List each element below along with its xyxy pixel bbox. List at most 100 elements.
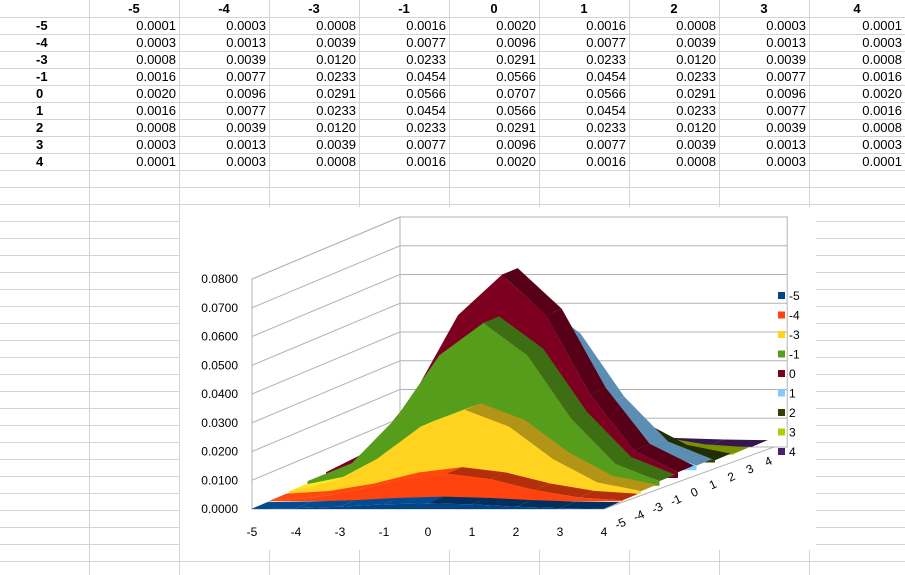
data-cell[interactable]: 0.0016: [862, 69, 902, 84]
data-cell[interactable]: 0.0016: [586, 154, 626, 169]
column-header-cell[interactable]: 2: [670, 1, 678, 16]
data-cell[interactable]: 0.0008: [136, 52, 176, 67]
row-header-cell[interactable]: -1: [36, 69, 48, 84]
chart-object[interactable]: 0.0000 0.0100 0.0200 0.0300 0.0400 0.0500 0.06…: [180, 207, 816, 550]
data-cell[interactable]: 0.0001: [862, 154, 902, 169]
data-cell[interactable]: 0.0077: [766, 103, 806, 118]
column-header-cell[interactable]: -1: [398, 1, 410, 16]
data-cell[interactable]: 0.0003: [766, 154, 806, 169]
data-cell[interactable]: 0.0008: [136, 120, 176, 135]
data-cell[interactable]: 0.0001: [136, 18, 176, 33]
data-cell[interactable]: 0.0008: [316, 154, 356, 169]
row-header-cell[interactable]: 3: [36, 137, 44, 152]
data-cell[interactable]: 0.0039: [316, 35, 356, 50]
data-cell[interactable]: 0.0077: [226, 103, 266, 118]
row-header-cell[interactable]: 4: [36, 154, 44, 169]
data-cell[interactable]: 0.0016: [586, 18, 626, 33]
data-cell[interactable]: 0.0566: [496, 103, 536, 118]
data-cell[interactable]: 0.0039: [676, 137, 716, 152]
data-cell[interactable]: 0.0077: [406, 35, 446, 50]
column-header-cell[interactable]: -4: [218, 1, 230, 16]
data-cell[interactable]: 0.0096: [496, 137, 536, 152]
data-cell[interactable]: 0.0039: [676, 35, 716, 50]
data-cell[interactable]: 0.0008: [862, 52, 902, 67]
data-cell[interactable]: 0.0001: [862, 18, 902, 33]
data-cell[interactable]: 0.0233: [586, 52, 626, 67]
data-cell[interactable]: 0.0566: [406, 86, 446, 101]
row-header-cell[interactable]: -4: [36, 35, 48, 50]
data-cell[interactable]: 0.0454: [586, 69, 626, 84]
data-cell[interactable]: 0.0454: [406, 103, 446, 118]
data-cell[interactable]: 0.0008: [676, 18, 716, 33]
row-header-cell[interactable]: 2: [36, 120, 44, 135]
data-cell[interactable]: 0.0077: [226, 69, 266, 84]
data-cell[interactable]: 0.0566: [496, 69, 536, 84]
data-cell[interactable]: 0.0233: [406, 120, 446, 135]
data-cell[interactable]: 0.0077: [586, 137, 626, 152]
column-header-cell[interactable]: -3: [308, 1, 320, 16]
data-cell[interactable]: 0.0016: [136, 69, 176, 84]
data-cell[interactable]: 0.0013: [226, 35, 266, 50]
data-cell[interactable]: 0.0003: [136, 35, 176, 50]
column-header-cell[interactable]: 4: [853, 1, 861, 16]
data-cell[interactable]: 0.0003: [862, 137, 902, 152]
data-cell[interactable]: 0.0096: [766, 86, 806, 101]
data-cell[interactable]: 0.0096: [496, 35, 536, 50]
data-cell[interactable]: 0.0003: [136, 137, 176, 152]
data-cell[interactable]: 0.0233: [586, 120, 626, 135]
data-cell[interactable]: 0.0039: [766, 120, 806, 135]
data-cell[interactable]: 0.0016: [406, 154, 446, 169]
data-cell[interactable]: 0.0008: [316, 18, 356, 33]
data-cell[interactable]: 0.0020: [496, 18, 536, 33]
column-header-cell[interactable]: 0: [490, 1, 498, 16]
data-cell[interactable]: 0.0001: [136, 154, 176, 169]
data-cell[interactable]: 0.0003: [766, 18, 806, 33]
data-cell[interactable]: 0.0020: [136, 86, 176, 101]
data-cell[interactable]: 0.0120: [316, 120, 356, 135]
data-cell[interactable]: 0.0008: [862, 120, 902, 135]
data-cell[interactable]: 0.0016: [136, 103, 176, 118]
data-cell[interactable]: 0.0013: [226, 137, 266, 152]
row-header-cell[interactable]: -3: [36, 52, 48, 67]
data-cell[interactable]: 0.0233: [316, 103, 356, 118]
data-cell[interactable]: 0.0096: [226, 86, 266, 101]
data-cell[interactable]: 0.0120: [676, 120, 716, 135]
data-cell[interactable]: 0.0233: [316, 69, 356, 84]
data-cell[interactable]: 0.0016: [406, 18, 446, 33]
column-header-cell[interactable]: 1: [580, 1, 588, 16]
data-cell[interactable]: 0.0454: [406, 69, 446, 84]
data-cell[interactable]: 0.0707: [496, 86, 536, 101]
data-cell[interactable]: 0.0013: [766, 35, 806, 50]
data-cell[interactable]: 0.0233: [406, 52, 446, 67]
data-cell[interactable]: 0.0020: [496, 154, 536, 169]
data-cell[interactable]: 0.0077: [406, 137, 446, 152]
data-cell[interactable]: 0.0039: [316, 137, 356, 152]
data-cell[interactable]: 0.0077: [766, 69, 806, 84]
data-cell[interactable]: 0.0003: [226, 154, 266, 169]
data-cell[interactable]: 0.0291: [316, 86, 356, 101]
data-cell[interactable]: 0.0120: [676, 52, 716, 67]
data-cell[interactable]: 0.0233: [676, 103, 716, 118]
data-cell[interactable]: 0.0039: [766, 52, 806, 67]
data-cell[interactable]: 0.0039: [226, 52, 266, 67]
data-cell[interactable]: 0.0566: [586, 86, 626, 101]
data-cell[interactable]: 0.0039: [226, 120, 266, 135]
row-header-cell[interactable]: 1: [36, 103, 44, 118]
data-cell[interactable]: 0.0008: [676, 154, 716, 169]
data-cell[interactable]: 0.0120: [316, 52, 356, 67]
data-cell[interactable]: 0.0291: [496, 52, 536, 67]
data-cell[interactable]: 0.0291: [496, 120, 536, 135]
data-cell[interactable]: 0.0233: [676, 69, 716, 84]
row-header-cell[interactable]: 0: [36, 86, 44, 101]
data-cell[interactable]: 0.0077: [586, 35, 626, 50]
data-cell[interactable]: 0.0020: [862, 86, 902, 101]
data-cell[interactable]: 0.0454: [586, 103, 626, 118]
column-header-cell[interactable]: -5: [128, 1, 140, 16]
row-header-cell[interactable]: -5: [36, 18, 48, 33]
data-cell[interactable]: 0.0003: [226, 18, 266, 33]
data-cell[interactable]: 0.0013: [766, 137, 806, 152]
data-cell[interactable]: 0.0003: [862, 35, 902, 50]
column-header-cell[interactable]: 3: [760, 1, 768, 16]
data-cell[interactable]: 0.0291: [676, 86, 716, 101]
data-cell[interactable]: 0.0016: [862, 103, 902, 118]
